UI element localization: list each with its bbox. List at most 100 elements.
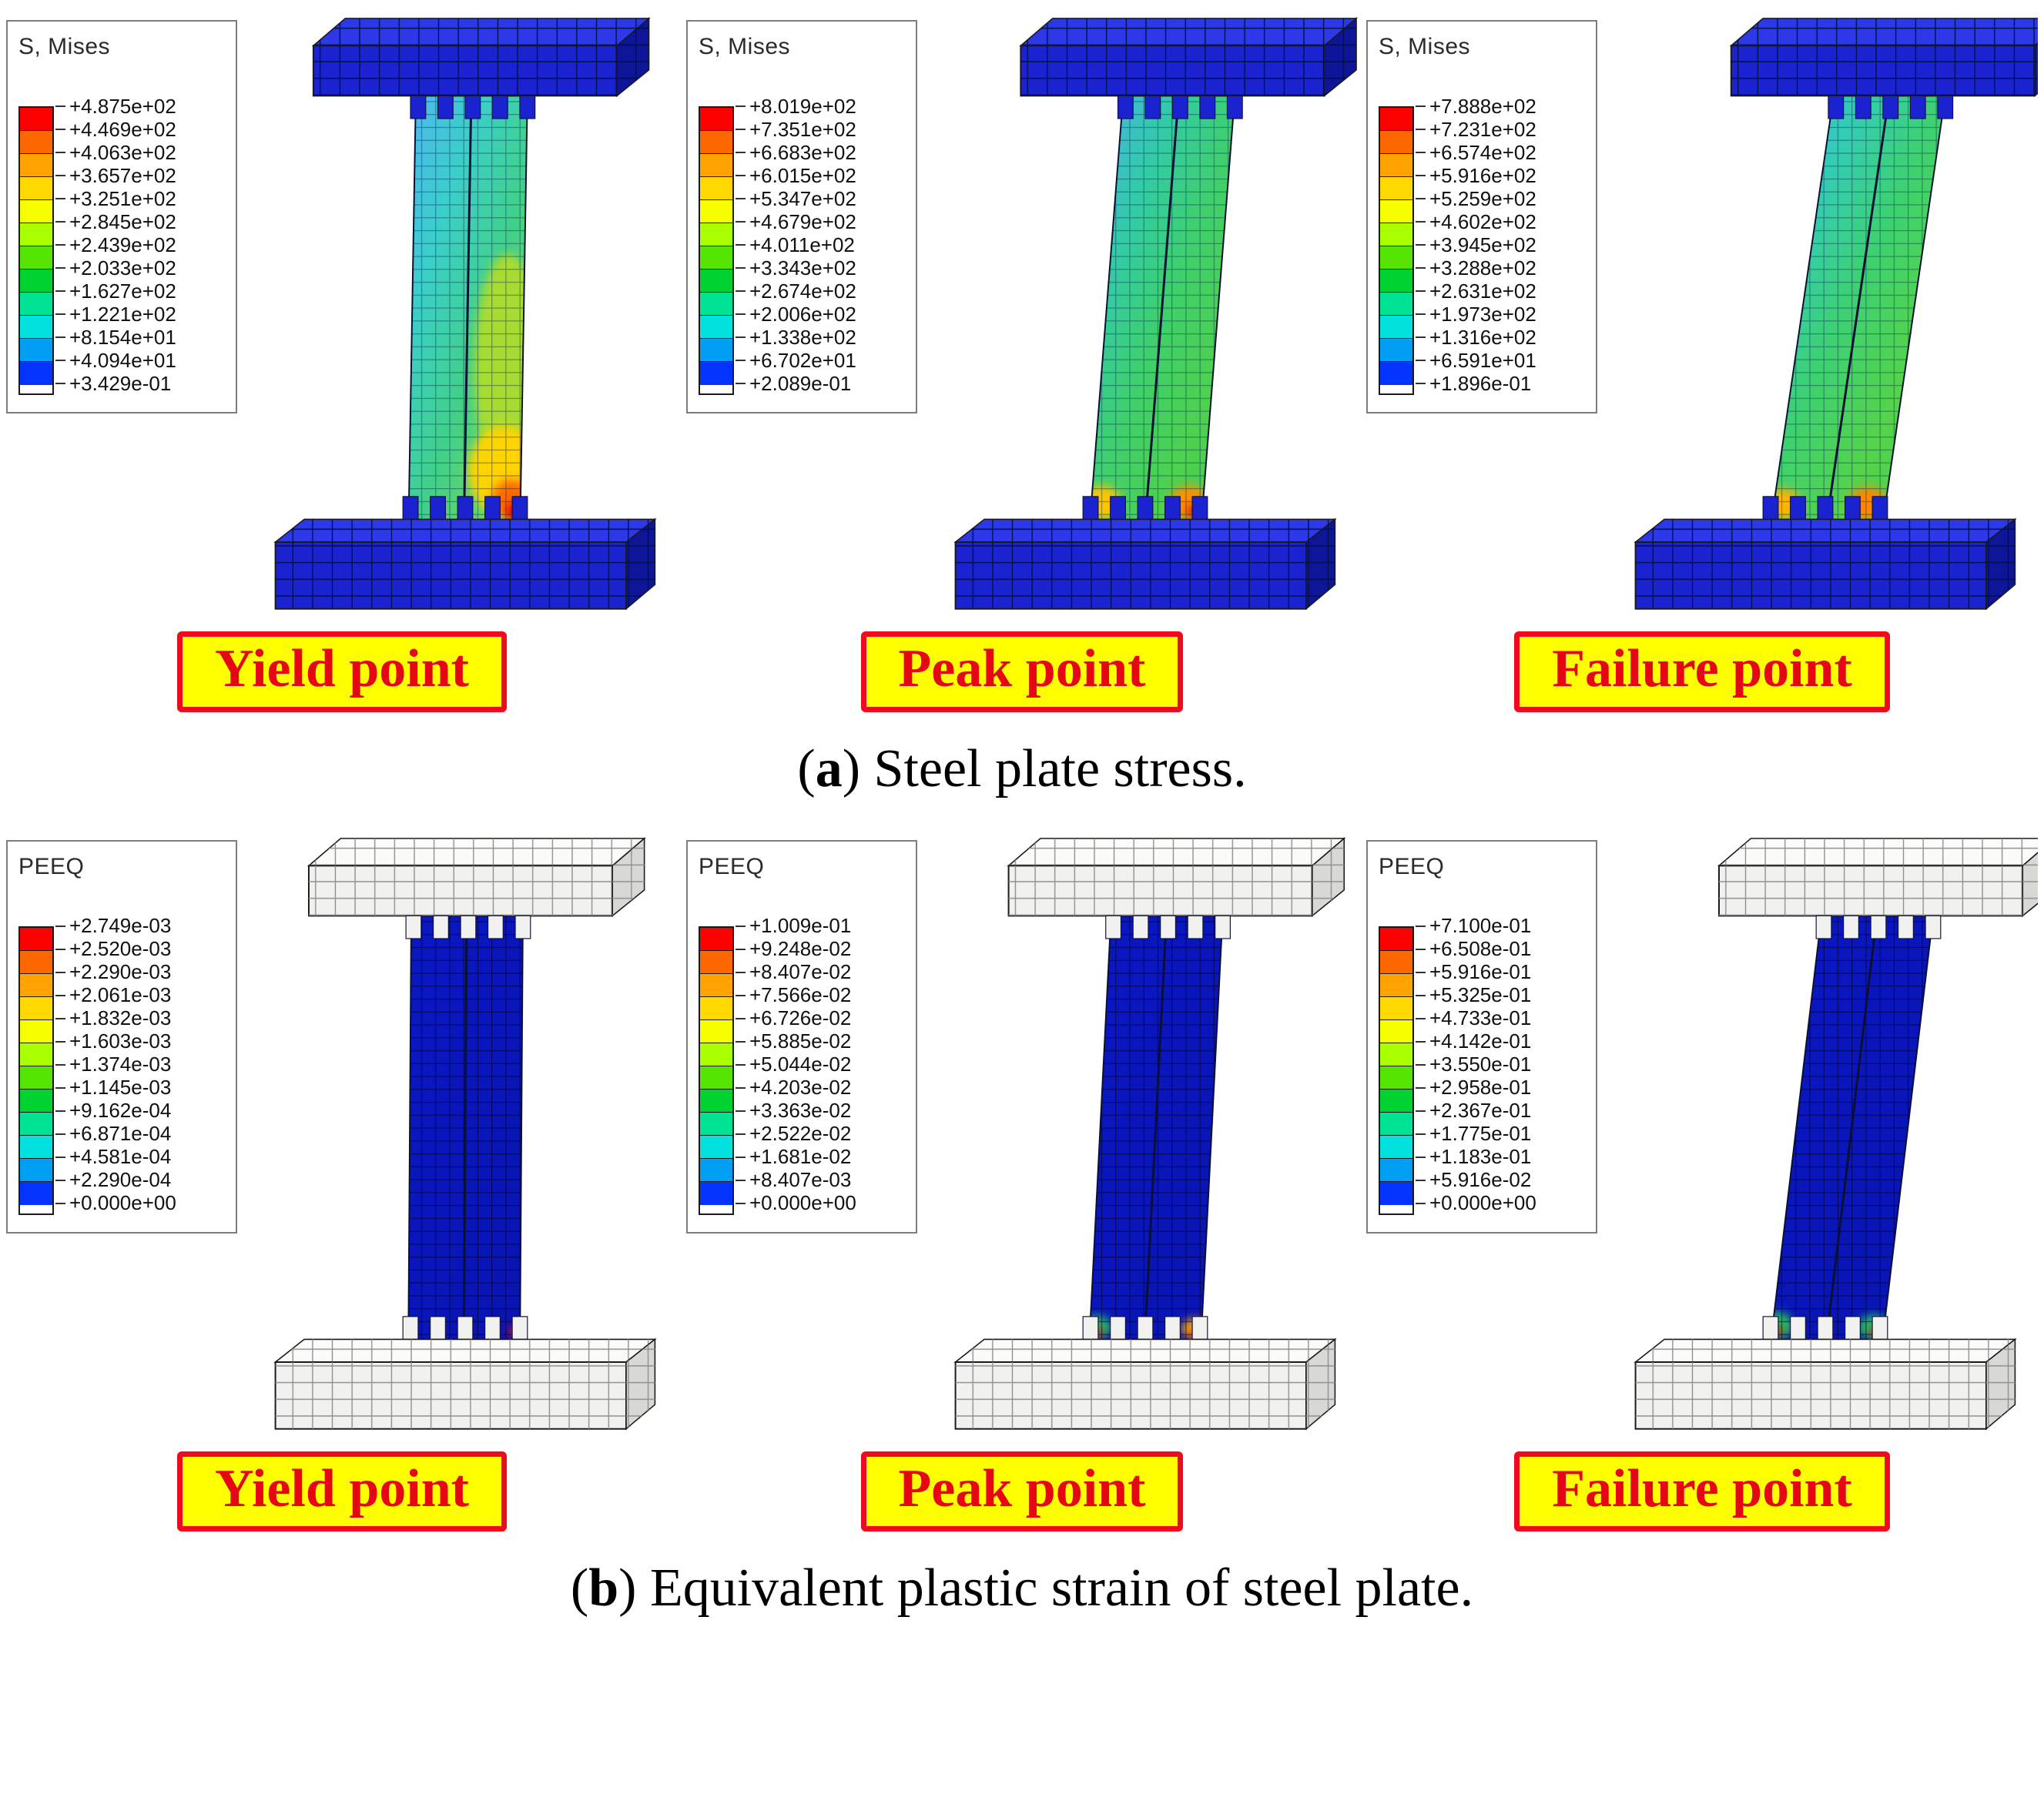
- legend-tick-value: +1.627e+02: [55, 280, 176, 303]
- legend-color-band: [20, 927, 52, 951]
- legend-color-band: [700, 1181, 732, 1205]
- legend-color-band: [1380, 1043, 1412, 1066]
- legend-color-band: [20, 246, 52, 269]
- legend-color-band: [700, 246, 732, 269]
- legend-tick-value: +0.000e+00: [1416, 1191, 1536, 1215]
- legend-tick-value: +7.231e+02: [1416, 118, 1536, 141]
- state-label-box: Failure point: [1514, 631, 1890, 712]
- stress-legend-peak: S, Mises +8.019e+02 +7.351e+02 +6.683e+02 +…: [686, 20, 917, 413]
- legend-color-band: [700, 1158, 732, 1182]
- caption-open-paren: (: [797, 738, 816, 798]
- legend-tick-value: +3.429e-01: [55, 372, 176, 395]
- legend-tick-value: +4.063e+02: [55, 141, 176, 164]
- legend-tick-value: +2.958e-01: [1416, 1076, 1536, 1100]
- legend-tick-value: +1.338e+02: [736, 326, 856, 349]
- legend-tick-value: +8.019e+02: [736, 95, 856, 118]
- legend-title: PEEQ: [1379, 853, 1445, 879]
- caption-text: ) Steel plate stress.: [842, 738, 1247, 798]
- legend-color-band: [20, 362, 52, 385]
- legend-color-band: [1380, 1135, 1412, 1159]
- legend-color-band: [700, 1089, 732, 1113]
- legend-tick-value: +4.875e+02: [55, 95, 176, 118]
- panel-content: PEEQ +1.009e-01 +9.248e-02 +8.407e-02 +7.56…: [686, 831, 1358, 1439]
- caption-letter: a: [815, 738, 843, 798]
- legend-color-band: [1380, 200, 1412, 223]
- legend-color-band: [20, 339, 52, 362]
- legend-tick-value: +3.550e-01: [1416, 1053, 1536, 1076]
- legend-tick-value: +1.775e-01: [1416, 1122, 1536, 1146]
- legend-tick-values: +7.100e-01 +6.508e-01 +5.916e-01 +5.325e-01…: [1416, 914, 1536, 1215]
- legend-tick-value: +2.522e-02: [736, 1122, 856, 1146]
- legend-tick-value: +6.574e+02: [1416, 141, 1536, 164]
- legend-color-band: [700, 223, 732, 246]
- legend-tick-value: +2.061e-03: [55, 983, 176, 1007]
- stress-legend-failure: S, Mises +7.888e+02 +7.231e+02 +6.574e+02 +…: [1366, 20, 1597, 413]
- legend-color-band: [1380, 246, 1412, 269]
- legend-tick-value: +6.591e+01: [1416, 349, 1536, 372]
- legend-color-band: [700, 996, 732, 1020]
- legend-tick-value: +4.602e+02: [1416, 210, 1536, 233]
- panel-content: S, Mises +7.888e+02 +7.231e+02 +6.574e+02 +…: [1366, 11, 2038, 619]
- legend-title: S, Mises: [18, 34, 111, 59]
- legend-tick-value: +4.679e+02: [736, 210, 856, 233]
- legend-color-band: [1380, 996, 1412, 1020]
- legend-tick-values: +2.749e-03 +2.520e-03 +2.290e-03 +2.061e-03…: [55, 914, 176, 1215]
- legend-scale: +4.875e+02 +4.469e+02 +4.063e+02 +3.657e+02…: [18, 95, 226, 395]
- legend-tick-value: +4.469e+02: [55, 118, 176, 141]
- legend-tick-value: +2.089e-01: [736, 372, 856, 395]
- legend-color-band: [20, 1135, 52, 1159]
- legend-color-band: [1380, 362, 1412, 385]
- legend-tick-value: +7.888e+02: [1416, 95, 1536, 118]
- legend-color-band: [1380, 1158, 1412, 1182]
- legend-color-band: [1380, 293, 1412, 316]
- legend-color-band: [1380, 927, 1412, 951]
- state-label-box: Yield point: [177, 1451, 507, 1531]
- legend-color-band: [700, 269, 732, 293]
- legend-color-band: [700, 108, 732, 131]
- legend-tick-value: +2.749e-03: [55, 914, 176, 938]
- panel-content: S, Mises +4.875e+02 +4.469e+02 +4.063e+02 +…: [6, 11, 678, 619]
- peeq-legend-peak: PEEQ +1.009e-01 +9.248e-02 +8.407e-02 +7.56…: [686, 839, 917, 1234]
- legend-color-band: [20, 131, 52, 154]
- peeq-panels-row: PEEQ +2.749e-03 +2.520e-03 +2.290e-03 +2.06…: [6, 831, 2038, 1531]
- legend-tick-value: +2.674e+02: [736, 280, 856, 303]
- legend-color-band: [700, 177, 732, 200]
- legend-color-band: [700, 339, 732, 362]
- legend-color-band: [1380, 973, 1412, 997]
- legend-tick-value: +2.520e-03: [55, 937, 176, 961]
- legend-tick-value: +5.325e-01: [1416, 983, 1536, 1007]
- legend-color-band: [1380, 1089, 1412, 1113]
- legend-color-band: [700, 973, 732, 997]
- legend-tick-value: +5.916e-02: [1416, 1168, 1536, 1192]
- legend-scale: +7.100e-01 +6.508e-01 +5.916e-01 +5.325e-01…: [1379, 914, 1587, 1215]
- legend-title: PEEQ: [18, 853, 85, 879]
- legend-color-band: [20, 177, 52, 200]
- legend-tick-value: +2.845e+02: [55, 210, 176, 233]
- stress-legend-yield: S, Mises +4.875e+02 +4.469e+02 +4.063e+02 +…: [6, 20, 237, 413]
- legend-color-band: [700, 154, 732, 177]
- legend-color-band: [20, 108, 52, 131]
- legend-color-band: [20, 996, 52, 1020]
- legend-color-band: [20, 973, 52, 997]
- legend-color-band: [700, 316, 732, 339]
- legend-tick-value: +8.407e-02: [736, 960, 856, 984]
- legend-color-band: [700, 927, 732, 951]
- legend-color-band: [1380, 1181, 1412, 1205]
- legend-tick-value: +2.006e+02: [736, 303, 856, 326]
- legend-color-band: [1380, 269, 1412, 293]
- legend-color-band: [20, 200, 52, 223]
- legend-tick-value: +1.603e-03: [55, 1029, 176, 1053]
- legend-tick-value: +8.154e+01: [55, 326, 176, 349]
- panel-content: S, Mises +8.019e+02 +7.351e+02 +6.683e+02 +…: [686, 11, 1358, 619]
- legend-tick-value: +5.885e-02: [736, 1029, 856, 1053]
- panel-peeq-peak: PEEQ +1.009e-01 +9.248e-02 +8.407e-02 +7.56…: [686, 831, 1358, 1531]
- panel-stress-peak: S, Mises +8.019e+02 +7.351e+02 +6.683e+02 +…: [686, 11, 1358, 712]
- legend-color-band: [1380, 223, 1412, 246]
- caption-letter: b: [588, 1558, 619, 1618]
- legend-tick-value: +9.162e-04: [55, 1099, 176, 1123]
- caption-b: (b) Equivalent plastic strain of steel p…: [6, 1558, 2038, 1619]
- legend-tick-value: +4.581e-04: [55, 1145, 176, 1169]
- legend-color-band: [20, 1112, 52, 1136]
- legend-color-band: [1380, 1019, 1412, 1043]
- legend-color-band: [700, 1066, 732, 1090]
